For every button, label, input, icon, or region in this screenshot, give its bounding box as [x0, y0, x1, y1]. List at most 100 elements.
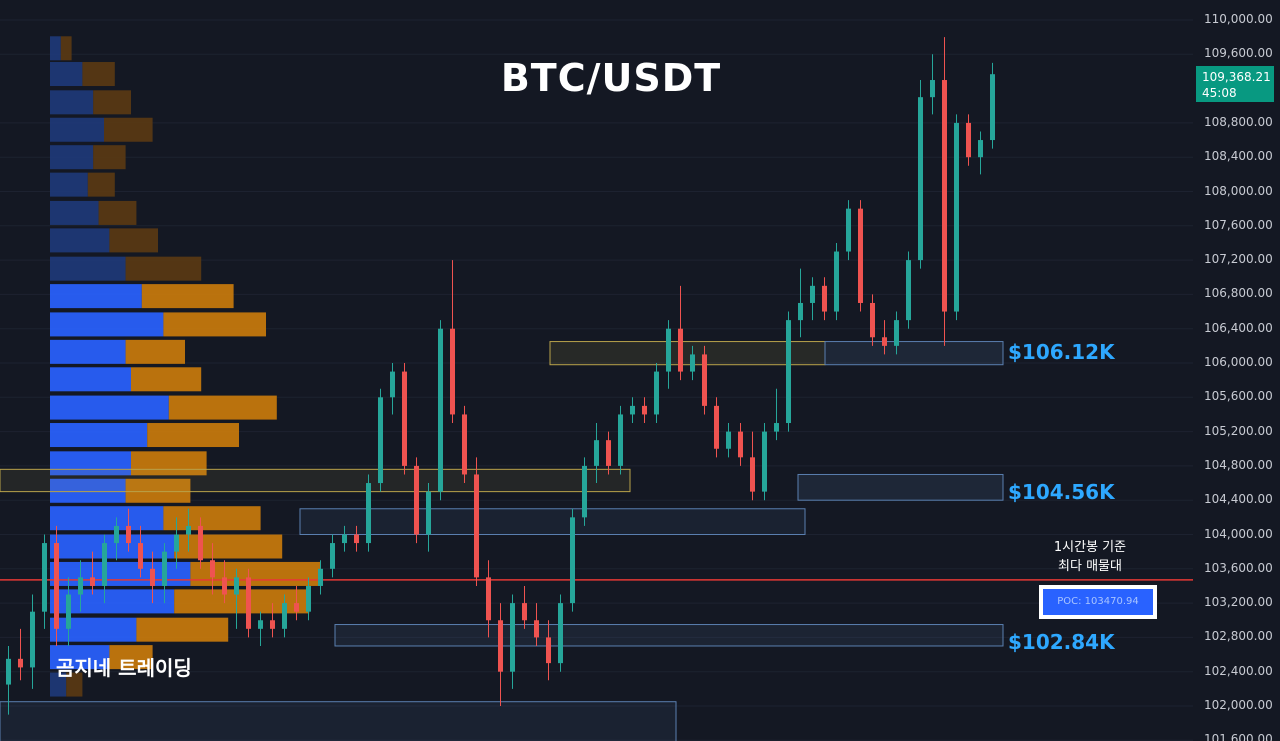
- candle-body: [654, 371, 659, 415]
- vp-sell-bar: [190, 561, 320, 586]
- candle-body: [978, 140, 983, 158]
- candle-body: [222, 577, 227, 595]
- poc-note: 1시간봉 기준 최다 매물대: [1030, 538, 1150, 576]
- candle-body: [234, 577, 239, 595]
- chart-title: BTC/USDT: [500, 56, 722, 100]
- level-label-3: $102.84K: [1008, 630, 1115, 654]
- candle-body: [318, 568, 323, 586]
- candle-countdown: 45:08: [1202, 86, 1237, 100]
- candle-body: [534, 620, 539, 638]
- vp-sell-bar: [98, 200, 137, 225]
- vp-buy-bar: [50, 506, 164, 531]
- candle-body: [6, 658, 11, 685]
- candle-body: [666, 328, 671, 372]
- level-label-2: $104.56K: [1008, 480, 1115, 504]
- candle-body: [726, 431, 731, 449]
- candle-body: [162, 551, 167, 586]
- candle-body: [54, 543, 59, 629]
- candle-body: [630, 405, 635, 415]
- y-tick-label: 104,000.00: [1204, 526, 1273, 541]
- candle-body: [354, 534, 359, 544]
- candle-body: [798, 302, 803, 321]
- vp-sell-bar: [141, 284, 234, 309]
- candle-body: [66, 594, 71, 629]
- vp-sell-bar: [66, 672, 83, 697]
- candle-body: [546, 637, 551, 664]
- vp-buy-bar: [50, 395, 169, 420]
- y-tick-label: 101,600.00: [1204, 732, 1273, 741]
- vp-buy-bar: [50, 90, 94, 115]
- vp-sell-bar: [131, 367, 202, 392]
- volume-profile: [50, 36, 320, 697]
- vp-sell-bar: [109, 228, 158, 253]
- candle-body: [942, 80, 947, 312]
- candle-body: [810, 285, 815, 303]
- candle-body: [450, 328, 455, 415]
- candle-body: [882, 337, 887, 346]
- candle-body: [906, 260, 911, 321]
- candle-body: [462, 414, 467, 475]
- poc-box: POC: 103470.94: [1039, 585, 1157, 619]
- vp-sell-bar: [131, 451, 207, 476]
- vp-sell-bar: [93, 145, 126, 170]
- y-tick-label: 102,000.00: [1204, 698, 1273, 712]
- candle-body: [702, 354, 707, 406]
- candle-body: [558, 603, 563, 664]
- vp-buy-bar: [50, 62, 83, 87]
- y-tick-label: 105,200.00: [1204, 423, 1273, 438]
- y-tick-label: 102,400.00: [1204, 663, 1273, 678]
- candle-body: [954, 122, 959, 312]
- y-tick-label: 110,000.00: [1204, 12, 1273, 26]
- candle-body: [402, 371, 407, 466]
- candle-body: [594, 440, 599, 466]
- y-tick-label: 105,600.00: [1204, 389, 1273, 404]
- candles: [6, 37, 995, 715]
- candle-body: [306, 585, 311, 612]
- candle-body: [570, 517, 575, 604]
- candle-body: [690, 354, 695, 372]
- candle-body: [114, 525, 119, 544]
- zone-101k-blue: [0, 701, 677, 741]
- candle-body: [138, 543, 143, 569]
- current-price: 109,368.21: [1202, 70, 1271, 84]
- y-tick-label: 103,200.00: [1204, 595, 1273, 610]
- candle-body: [870, 302, 875, 338]
- zone-104k-blue: [797, 473, 1004, 501]
- candle-body: [918, 97, 923, 261]
- candle-body: [30, 611, 35, 668]
- vp-buy-bar: [50, 339, 126, 364]
- candle-body: [210, 560, 215, 578]
- candle-body: [930, 80, 935, 98]
- candle-body: [714, 405, 719, 449]
- candle-body: [90, 577, 95, 586]
- zone-104k-yellow: [0, 468, 631, 493]
- candle-body: [762, 431, 767, 492]
- candle-body: [78, 577, 83, 595]
- vp-sell-bar: [125, 339, 185, 364]
- vp-buy-bar: [50, 423, 148, 448]
- vp-sell-bar: [93, 90, 131, 115]
- candle-body: [822, 285, 827, 312]
- vp-sell-bar: [125, 256, 202, 281]
- candle-body: [126, 525, 131, 544]
- y-tick-label: 108,800.00: [1204, 114, 1273, 129]
- vp-buy-bar: [50, 672, 67, 697]
- candle-body: [438, 328, 443, 492]
- vp-buy-bar: [50, 367, 131, 392]
- candle-body: [282, 603, 287, 629]
- candle-body: [834, 251, 839, 312]
- poc-note-line2: 최다 매물대: [1058, 559, 1122, 574]
- candle-body: [186, 525, 191, 535]
- watermark-text: 곰지네 트레이딩: [56, 656, 192, 680]
- poc-note-line1: 1시간봉 기준: [1053, 540, 1127, 555]
- vp-buy-bar: [50, 36, 61, 61]
- candle-body: [390, 371, 395, 398]
- candle-body: [246, 577, 251, 629]
- y-tick-label: 103,600.00: [1204, 560, 1273, 575]
- candle-body: [18, 658, 23, 668]
- candle-body: [366, 483, 371, 544]
- candle-body: [894, 320, 899, 346]
- y-tick-label: 108,400.00: [1204, 149, 1273, 164]
- vp-sell-bar: [163, 312, 266, 337]
